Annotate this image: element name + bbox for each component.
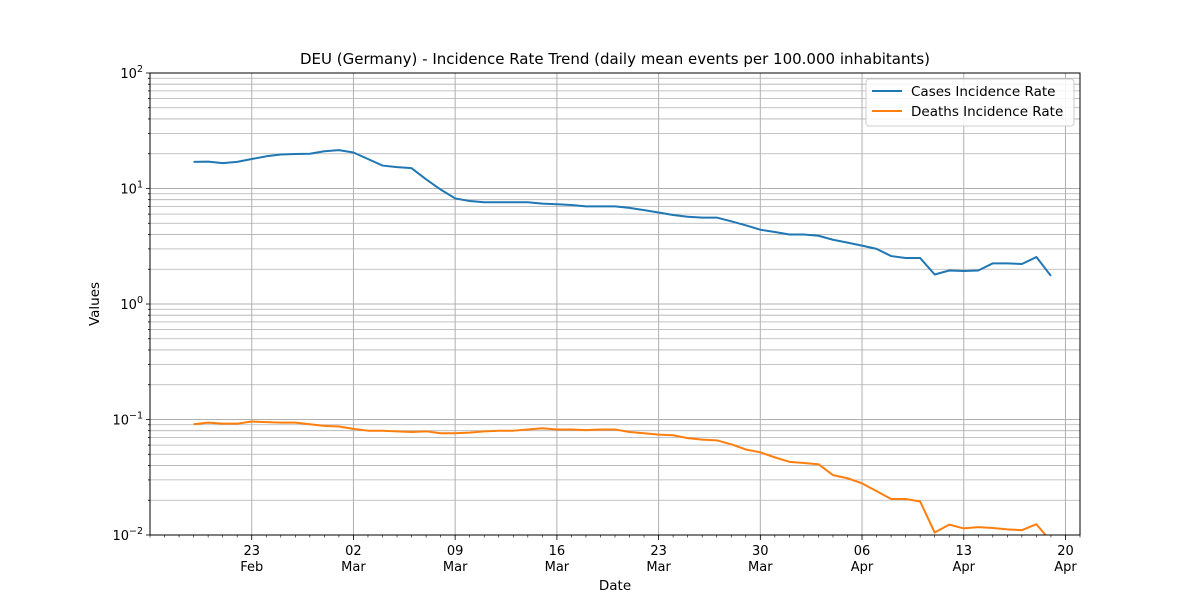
x-tick-label-day: 16 bbox=[549, 544, 566, 559]
y-tick-label: 100 bbox=[120, 295, 143, 313]
y-tick-label: 10−2 bbox=[112, 526, 143, 544]
x-tick-label-day: 09 bbox=[447, 544, 464, 559]
y-tick-label: 10−1 bbox=[112, 411, 143, 429]
x-tick-label-day: 23 bbox=[243, 544, 260, 559]
x-tick-label-month: Mar bbox=[443, 560, 468, 575]
series-lines bbox=[193, 149, 1052, 535]
x-tick-label-month: Apr bbox=[851, 560, 874, 575]
legend: Cases Incidence Rate Deaths Incidence Ra… bbox=[865, 78, 1075, 127]
series-line-deaths bbox=[193, 420, 1047, 535]
legend-label-deaths: Deaths Incidence Rate bbox=[911, 104, 1063, 120]
x-tick-label-day: 20 bbox=[1057, 544, 1074, 559]
x-tick-label-day: 02 bbox=[345, 544, 362, 559]
x-tick-label-month: Apr bbox=[1054, 560, 1077, 575]
x-tick-label-month: Mar bbox=[545, 560, 570, 575]
x-tick-label-month: Apr bbox=[953, 560, 976, 575]
x-tick-label-day: 23 bbox=[650, 544, 667, 559]
x-tick-label-month: Mar bbox=[341, 560, 366, 575]
axis-ticks: 10210110010−110−223Feb02Mar09Mar16Mar23M… bbox=[112, 64, 1081, 575]
y-tick-label: 101 bbox=[120, 180, 143, 198]
x-tick-label-month: Feb bbox=[240, 560, 263, 575]
legend-label-cases: Cases Incidence Rate bbox=[911, 84, 1055, 100]
x-tick-label-month: Mar bbox=[748, 560, 773, 575]
x-tick-label-day: 13 bbox=[955, 544, 972, 559]
plot-area-frame bbox=[149, 72, 1081, 536]
chart-title: DEU (Germany) - Incidence Rate Trend (da… bbox=[300, 50, 930, 68]
x-tick-label-day: 30 bbox=[752, 544, 769, 559]
y-axis-label: Values bbox=[87, 282, 103, 326]
x-tick-label-month: Mar bbox=[646, 560, 671, 575]
x-axis-label: Date bbox=[599, 578, 631, 594]
x-tick-label-day: 06 bbox=[854, 544, 871, 559]
y-tick-label: 102 bbox=[120, 64, 143, 82]
series-line-cases bbox=[193, 149, 1052, 277]
legend-box bbox=[865, 78, 1075, 127]
